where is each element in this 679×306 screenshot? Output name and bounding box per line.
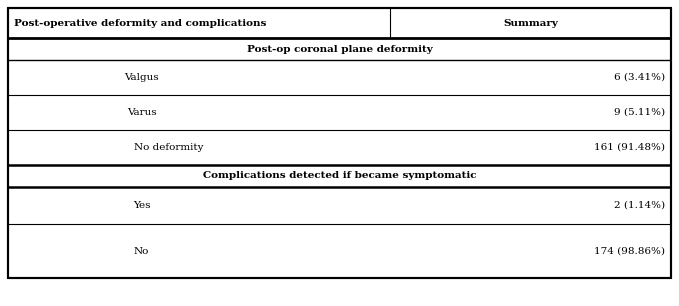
Text: No deformity: No deformity (134, 143, 203, 152)
Text: Valgus: Valgus (124, 73, 159, 82)
Text: 174 (98.86%): 174 (98.86%) (594, 247, 665, 256)
Text: 2 (1.14%): 2 (1.14%) (614, 201, 665, 210)
Text: Varus: Varus (127, 108, 157, 117)
Text: Post-operative deformity and complications: Post-operative deformity and complicatio… (14, 18, 266, 28)
Text: 9 (5.11%): 9 (5.11%) (614, 108, 665, 117)
Text: 6 (3.41%): 6 (3.41%) (614, 73, 665, 82)
Text: Post-op coronal plane deformity: Post-op coronal plane deformity (246, 44, 433, 54)
Text: Summary: Summary (503, 18, 558, 28)
Text: 161 (91.48%): 161 (91.48%) (594, 143, 665, 152)
Bar (8, 8, 671, 278)
Text: Complications detected if became symptomatic: Complications detected if became symptom… (203, 171, 476, 181)
Text: No: No (134, 247, 149, 256)
Text: Yes: Yes (133, 201, 151, 210)
